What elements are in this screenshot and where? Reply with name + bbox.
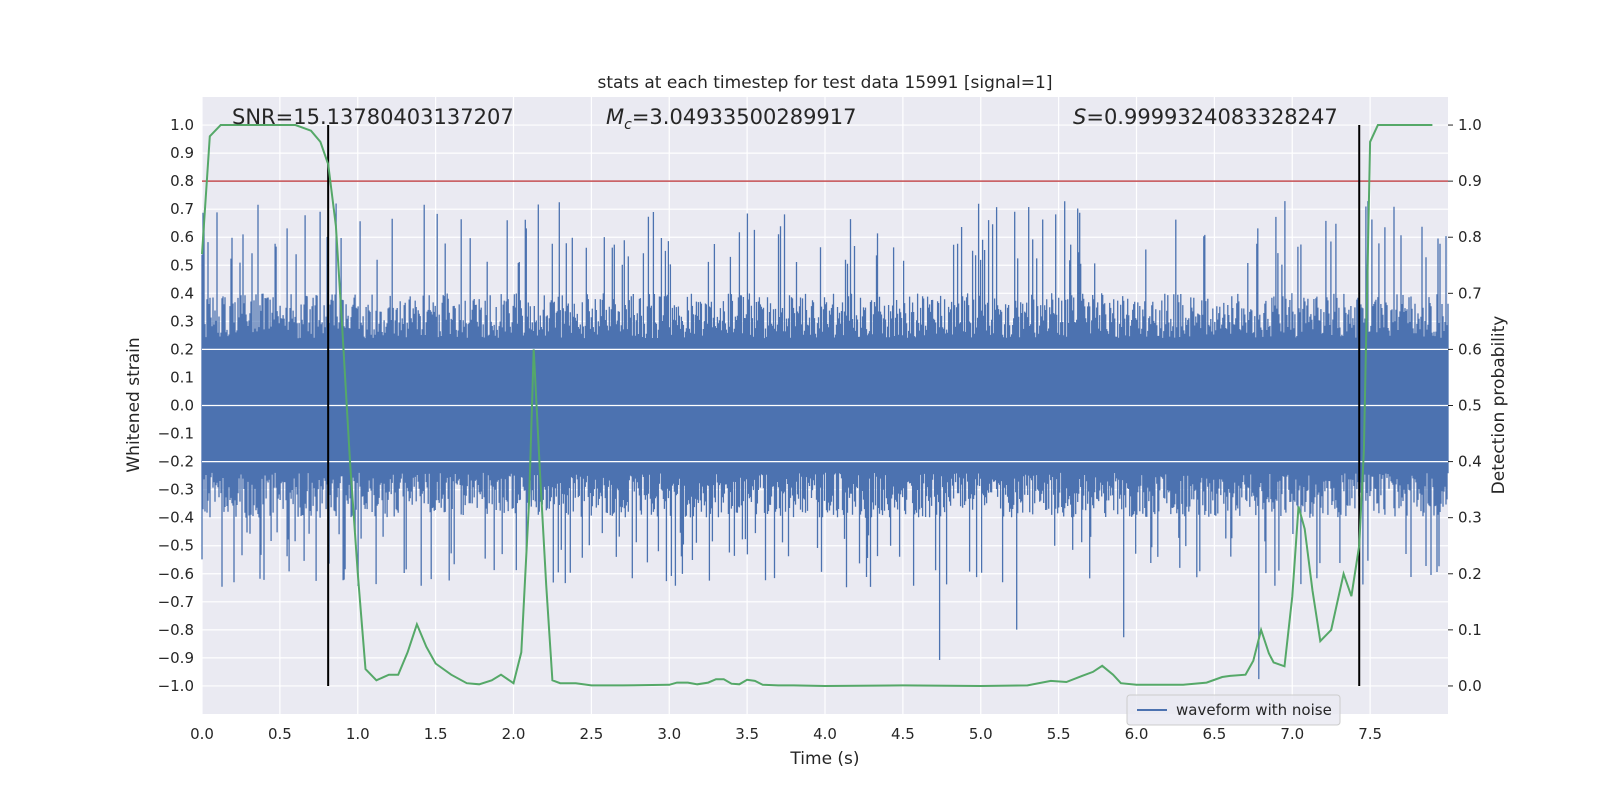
score-symbol: S xyxy=(1073,105,1086,129)
chirp-mass-symbol: M xyxy=(606,105,624,129)
right-tick-label: 0.4 xyxy=(1458,453,1482,471)
x-tick-label: 6.5 xyxy=(1202,725,1226,743)
x-tick-label: 5.0 xyxy=(969,725,993,743)
y-tick-label: −0.7 xyxy=(158,593,194,611)
right-tick-label: 0.3 xyxy=(1458,509,1482,527)
y-tick-label: −0.2 xyxy=(158,453,194,471)
y-tick-label: 0.4 xyxy=(170,284,194,302)
chirp-mass-subscript: c xyxy=(624,117,632,133)
snr-annotation: SNR=15.13780403137207 xyxy=(232,105,514,129)
y-tick-label: −0.8 xyxy=(158,621,194,639)
y-tick-label: 0.5 xyxy=(170,256,194,274)
chart-title: stats at each timestep for test data 159… xyxy=(598,73,1053,93)
waveform-series xyxy=(201,201,1449,680)
right-tick-label: 0.2 xyxy=(1458,565,1482,583)
right-tick-label: 0.9 xyxy=(1458,172,1482,190)
y-tick-label: 0.7 xyxy=(170,200,194,218)
x-axis-label: Time (s) xyxy=(789,749,859,769)
x-tick-label: 5.5 xyxy=(1047,725,1071,743)
score-value: =0.9999324083328247 xyxy=(1086,105,1337,129)
y-tick-label: 0.1 xyxy=(170,368,194,386)
right-tick-label: 0.6 xyxy=(1458,340,1482,358)
probability-series xyxy=(201,124,1433,688)
y-tick-label: −0.4 xyxy=(158,509,194,527)
y-tick-label: −0.6 xyxy=(158,565,194,583)
legend-box xyxy=(1126,694,1341,726)
right-tick-label: 0.0 xyxy=(1458,677,1482,695)
marker-lines xyxy=(327,125,1361,686)
x-tick-labels: 0.0 0.5 1.0 1.5 2.0 2.5 3.0 3.5 4.0 4.5 5.0 5.5 6.0 6… xyxy=(190,725,1382,743)
right-axis-label: Detection probability xyxy=(1489,316,1509,495)
x-tick-label: 7.5 xyxy=(1358,725,1382,743)
y-tick-label: 0.0 xyxy=(170,397,194,415)
right-tick-labels: 1.0 0.9 0.8 0.7 0.6 0.5 0.4 0.3 0.2 0.1 0.0 xyxy=(1448,116,1482,695)
x-tick-label: 6.0 xyxy=(1125,725,1149,743)
x-tick-label: 4.5 xyxy=(891,725,915,743)
x-tick-label: 0.5 xyxy=(268,725,292,743)
right-tick-label: 0.1 xyxy=(1458,621,1482,639)
y-tick-label: 0.2 xyxy=(170,340,194,358)
y-tick-label: 0.6 xyxy=(170,228,194,246)
y-tick-label: 0.3 xyxy=(170,312,194,330)
x-tick-label: 2.0 xyxy=(502,725,526,743)
y-tick-label: −0.5 xyxy=(158,537,194,555)
y-tick-label: −0.1 xyxy=(158,425,194,443)
x-tick-label: 7.0 xyxy=(1280,725,1304,743)
y-tick-label: 0.8 xyxy=(170,172,194,190)
x-tick-label: 1.5 xyxy=(424,725,448,743)
chirp-mass-annotation: Mc=3.04933500289917 xyxy=(606,105,857,133)
x-tick-label: 4.0 xyxy=(813,725,837,743)
y-tick-label: 1.0 xyxy=(170,116,194,134)
chirp-mass-value: =3.04933500289917 xyxy=(632,105,857,129)
y-tick-label: −1.0 xyxy=(158,677,194,695)
y-tick-label: 0.9 xyxy=(170,144,194,162)
x-tick-label: 3.0 xyxy=(657,725,681,743)
score-annotation: S=0.9999324083328247 xyxy=(1073,105,1338,129)
right-tick-label: 0.8 xyxy=(1458,228,1482,246)
legend-label: waveform with noise xyxy=(1176,701,1332,719)
x-tick-label: 1.0 xyxy=(346,725,370,743)
y-tick-labels: 1.0 0.9 0.8 0.7 0.6 0.5 0.4 0.3 0.2 0.1 0.0 −0.1 −0.… xyxy=(158,116,194,695)
y-tick-label: −0.3 xyxy=(158,481,194,499)
legend: waveform with noise xyxy=(1126,694,1341,726)
x-tick-label: 3.5 xyxy=(735,725,759,743)
y-axis-label: Whitened strain xyxy=(124,337,144,472)
y-tick-label: −0.9 xyxy=(158,649,194,667)
right-tick-label: 0.7 xyxy=(1458,284,1482,302)
x-tick-label: 2.5 xyxy=(579,725,603,743)
right-tick-label: 1.0 xyxy=(1458,116,1482,134)
x-tick-label: 0.0 xyxy=(190,725,214,743)
right-tick-label: 0.5 xyxy=(1458,397,1482,415)
